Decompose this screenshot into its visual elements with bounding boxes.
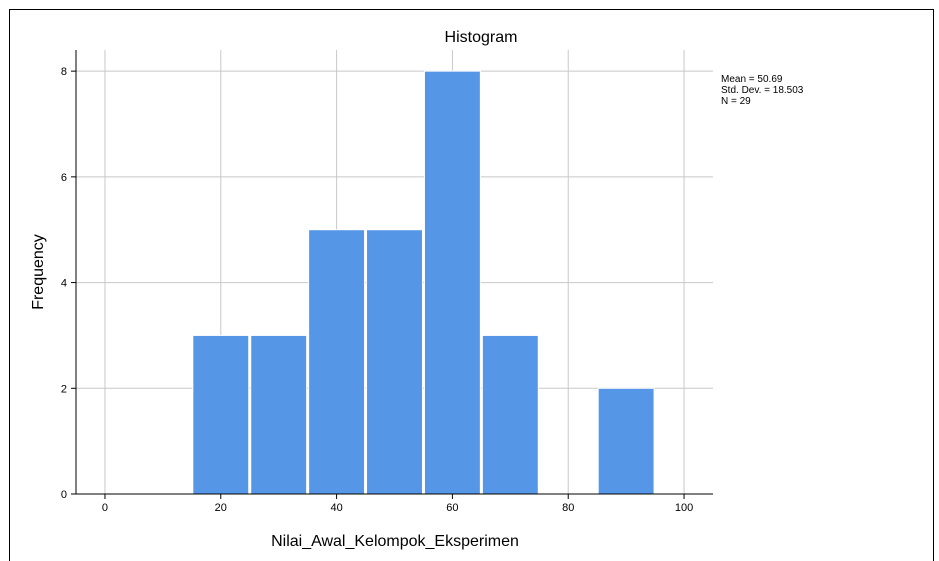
y-tick-label: 0 bbox=[61, 489, 67, 501]
y-tick-label: 6 bbox=[61, 172, 67, 184]
histogram-bar-5 bbox=[481, 334, 539, 495]
histogram-bar-0 bbox=[192, 334, 250, 495]
y-tick-label: 8 bbox=[61, 66, 67, 78]
histogram-bar-6 bbox=[597, 387, 655, 495]
x-tick-label: 60 bbox=[446, 502, 458, 514]
x-tick-label: 0 bbox=[102, 502, 108, 514]
bars bbox=[192, 70, 655, 495]
histogram-bar-4 bbox=[423, 70, 481, 495]
y-axis-title: Frequency bbox=[30, 234, 47, 310]
y-tick-label: 2 bbox=[61, 383, 67, 395]
x-tick-label: 40 bbox=[330, 502, 342, 514]
tick-labels: 0 20 40 60 80 100 0 2 4 6 8 bbox=[61, 66, 693, 514]
stat-n: N = 29 bbox=[721, 96, 751, 107]
x-tick-label: 20 bbox=[215, 502, 227, 514]
chart-frame bbox=[9, 9, 934, 561]
histogram-bar-2 bbox=[308, 229, 366, 495]
histogram-bar-1 bbox=[250, 334, 308, 495]
histogram-bar-3 bbox=[366, 229, 423, 495]
chart-title: Histogram bbox=[445, 29, 518, 46]
x-tick-label: 100 bbox=[675, 502, 693, 514]
stat-mean: Mean = 50.69 bbox=[721, 74, 783, 85]
x-tick-label: 80 bbox=[562, 502, 574, 514]
y-tick-label: 4 bbox=[61, 278, 67, 290]
axes bbox=[71, 50, 713, 499]
x-axis-title: Nilai_Awal_Kelompok_Eksperimen bbox=[271, 533, 519, 550]
stat-std-dev: Std. Dev. = 18.503 bbox=[721, 85, 804, 96]
